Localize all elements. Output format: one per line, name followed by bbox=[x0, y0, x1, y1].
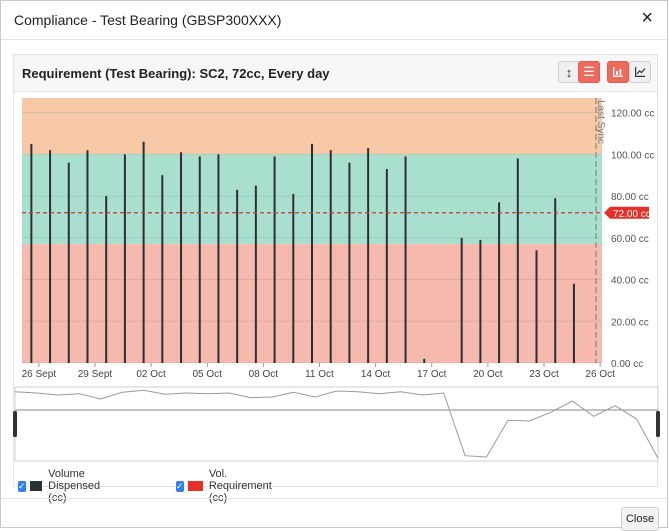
navigator-left-handle[interactable] bbox=[13, 411, 17, 437]
legend-swatch-volume bbox=[29, 481, 43, 491]
bar bbox=[292, 193, 295, 363]
legend-item-volume-dispensed[interactable]: ✓ Volume Dispensed (cc) bbox=[18, 468, 113, 504]
y-tick-label: 120.00 cc bbox=[611, 109, 654, 120]
bar bbox=[348, 162, 351, 363]
bar bbox=[479, 239, 482, 363]
modal-header: Compliance - Test Bearing (GBSP300XXX) × bbox=[1, 1, 667, 40]
x-tick-label: 11 Oct bbox=[305, 369, 334, 380]
checkbox-volume-dispensed[interactable]: ✓ bbox=[18, 480, 26, 492]
y-axis: 0.00 cc 20.00 cc 40.00 cc 60.00 cc 80.00 cc 1… bbox=[611, 109, 654, 370]
bar bbox=[254, 185, 257, 363]
close-icon[interactable]: × bbox=[641, 7, 653, 29]
bar bbox=[385, 168, 388, 363]
x-tick-label: 29 Sept bbox=[78, 369, 113, 380]
y-tick-label: 20.00 cc bbox=[611, 317, 649, 328]
requirement-line: 72.00 cc bbox=[22, 206, 651, 220]
legend-swatch-requirement bbox=[187, 481, 203, 491]
x-tick-label: 14 Oct bbox=[361, 369, 391, 380]
bar bbox=[404, 156, 407, 363]
bar-chart-icon bbox=[613, 67, 623, 77]
bar bbox=[554, 198, 557, 363]
requirement-label-box bbox=[604, 206, 649, 219]
last-sync-marker: Last Sync bbox=[595, 98, 606, 363]
bar bbox=[30, 143, 33, 363]
bar bbox=[535, 250, 538, 363]
bar bbox=[49, 150, 52, 363]
checkbox-vol-requirement[interactable]: ✓ bbox=[176, 480, 184, 492]
bar bbox=[161, 175, 164, 363]
card-title: Requirement (Test Bearing): SC2, 72cc, E… bbox=[22, 66, 330, 81]
bar bbox=[123, 154, 126, 363]
navigator bbox=[13, 386, 660, 462]
navigator-series bbox=[14, 389, 659, 459]
modal-footer: Close bbox=[1, 498, 667, 531]
navigator-right-handle[interactable] bbox=[656, 411, 660, 437]
y-tick-label: 0.00 cc bbox=[611, 359, 643, 370]
x-tick-label: 23 Oct bbox=[529, 369, 559, 380]
bars-icon: ☰ bbox=[583, 64, 595, 79]
line-chart-button[interactable] bbox=[629, 61, 651, 83]
navigator-frame bbox=[14, 386, 659, 462]
compliance-chart: 72.00 cc 0.00 cc 20.00 cc 40.00 cc 60.00 cc… bbox=[13, 98, 660, 462]
bar bbox=[217, 154, 220, 363]
x-tick-label: 26 Oct bbox=[585, 369, 615, 380]
bar bbox=[311, 143, 313, 363]
x-tick-label: 02 Oct bbox=[136, 369, 166, 380]
y-tick-label: 80.00 cc bbox=[611, 192, 649, 203]
bar bbox=[105, 196, 108, 363]
bar bbox=[198, 156, 201, 363]
close-button[interactable]: Close bbox=[621, 507, 659, 531]
bar bbox=[273, 156, 276, 363]
bar bbox=[423, 358, 426, 363]
y-tick-label: 100.00 cc bbox=[611, 150, 654, 161]
x-tick-label: 26 Sept bbox=[22, 369, 57, 380]
vertical-resize-icon: ↕ bbox=[565, 64, 573, 80]
x-tick-label: 20 Oct bbox=[473, 369, 503, 380]
x-axis: 26 Sept 29 Sept 02 Oct 05 Oct 08 Oct 11 Oct 14… bbox=[22, 363, 615, 380]
bar-chart-button[interactable] bbox=[607, 61, 629, 83]
bar bbox=[367, 148, 370, 363]
bar bbox=[142, 141, 145, 363]
last-sync-label: Last Sync bbox=[595, 100, 606, 144]
bar bbox=[460, 237, 463, 363]
bar bbox=[67, 162, 70, 363]
line-chart-icon bbox=[635, 67, 646, 77]
bar bbox=[498, 202, 501, 363]
legend-label-volume: Volume Dispensed (cc) bbox=[48, 468, 101, 504]
requirement-label: 72.00 cc bbox=[613, 209, 651, 220]
bar bbox=[329, 150, 332, 363]
chart-card: Requirement (Test Bearing): SC2, 72cc, E… bbox=[13, 54, 658, 487]
x-tick-label: 08 Oct bbox=[249, 369, 279, 380]
bar bbox=[180, 152, 183, 363]
bar bbox=[236, 189, 239, 363]
card-header: Requirement (Test Bearing): SC2, 72cc, E… bbox=[14, 55, 657, 92]
y-tick-label: 40.00 cc bbox=[611, 276, 649, 287]
bar bbox=[86, 150, 89, 363]
y-tick-label: 60.00 cc bbox=[611, 234, 649, 245]
x-tick-label: 05 Oct bbox=[192, 369, 222, 380]
modal-title: Compliance - Test Bearing (GBSP300XXX) bbox=[14, 12, 282, 28]
bands-toggle-button[interactable]: ☰ bbox=[578, 61, 600, 83]
bar-series bbox=[30, 141, 575, 363]
bar bbox=[572, 283, 575, 363]
x-tick-label: 17 Oct bbox=[417, 369, 447, 380]
bar bbox=[516, 158, 519, 363]
